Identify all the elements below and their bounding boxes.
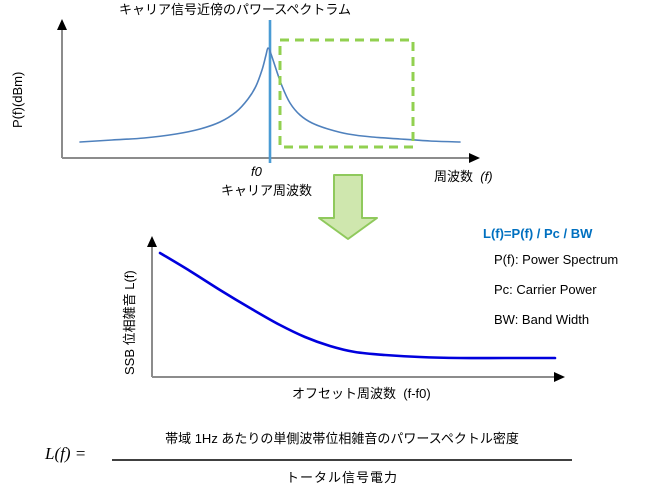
power-spectrum-curve [79, 47, 461, 143]
top-chart-x-label-variable: (f) [480, 169, 493, 184]
phase-noise-curve [158, 251, 557, 360]
equation-term-pc: Pc: Carrier Power [494, 282, 597, 297]
lf-equation: L(f)=P(f) / Pc / BW [483, 226, 593, 241]
formula-denominator: トータル信号電力 [285, 470, 398, 485]
equation-term-bw: BW: Band Width [494, 312, 590, 327]
equation-term-pf: P(f): Power Spectrum [494, 252, 619, 267]
top-chart-x-label-text: 周波数 [434, 169, 474, 184]
bottom-chart-y-arrowhead [147, 236, 157, 247]
bottom-chart-x-label: オフセット周波数 (f-f0) [292, 386, 431, 402]
top-chart-title: キャリア信号近傍のパワースペクトラム [118, 2, 352, 17]
top-chart-x-label: 周波数 (f) [434, 169, 493, 185]
down-block-arrow [318, 174, 378, 240]
offset-region-dashed-box [278, 38, 415, 149]
bottom-chart-x-label-variable: (f-f0) [403, 386, 431, 401]
carrier-frequency-label: キャリア周波数 [221, 183, 313, 198]
top-chart-y-arrowhead [57, 19, 67, 30]
f0-label: f0 [251, 164, 262, 179]
top-chart-x-arrowhead [469, 153, 480, 163]
top-chart-y-label: P(f)(dBm) [10, 71, 25, 128]
bottom-chart-x-label-text: オフセット周波数 [292, 386, 397, 401]
formula-numerator: 帯域 1Hz あたりの単側波帯位相雑音のパワースペクトル密度 [165, 431, 519, 446]
formula-lhs: L(f) = [45, 444, 87, 463]
bottom-chart-x-arrowhead [554, 372, 565, 382]
bottom-chart-y-label: SSB 位相雑音 L(f) [122, 270, 137, 375]
